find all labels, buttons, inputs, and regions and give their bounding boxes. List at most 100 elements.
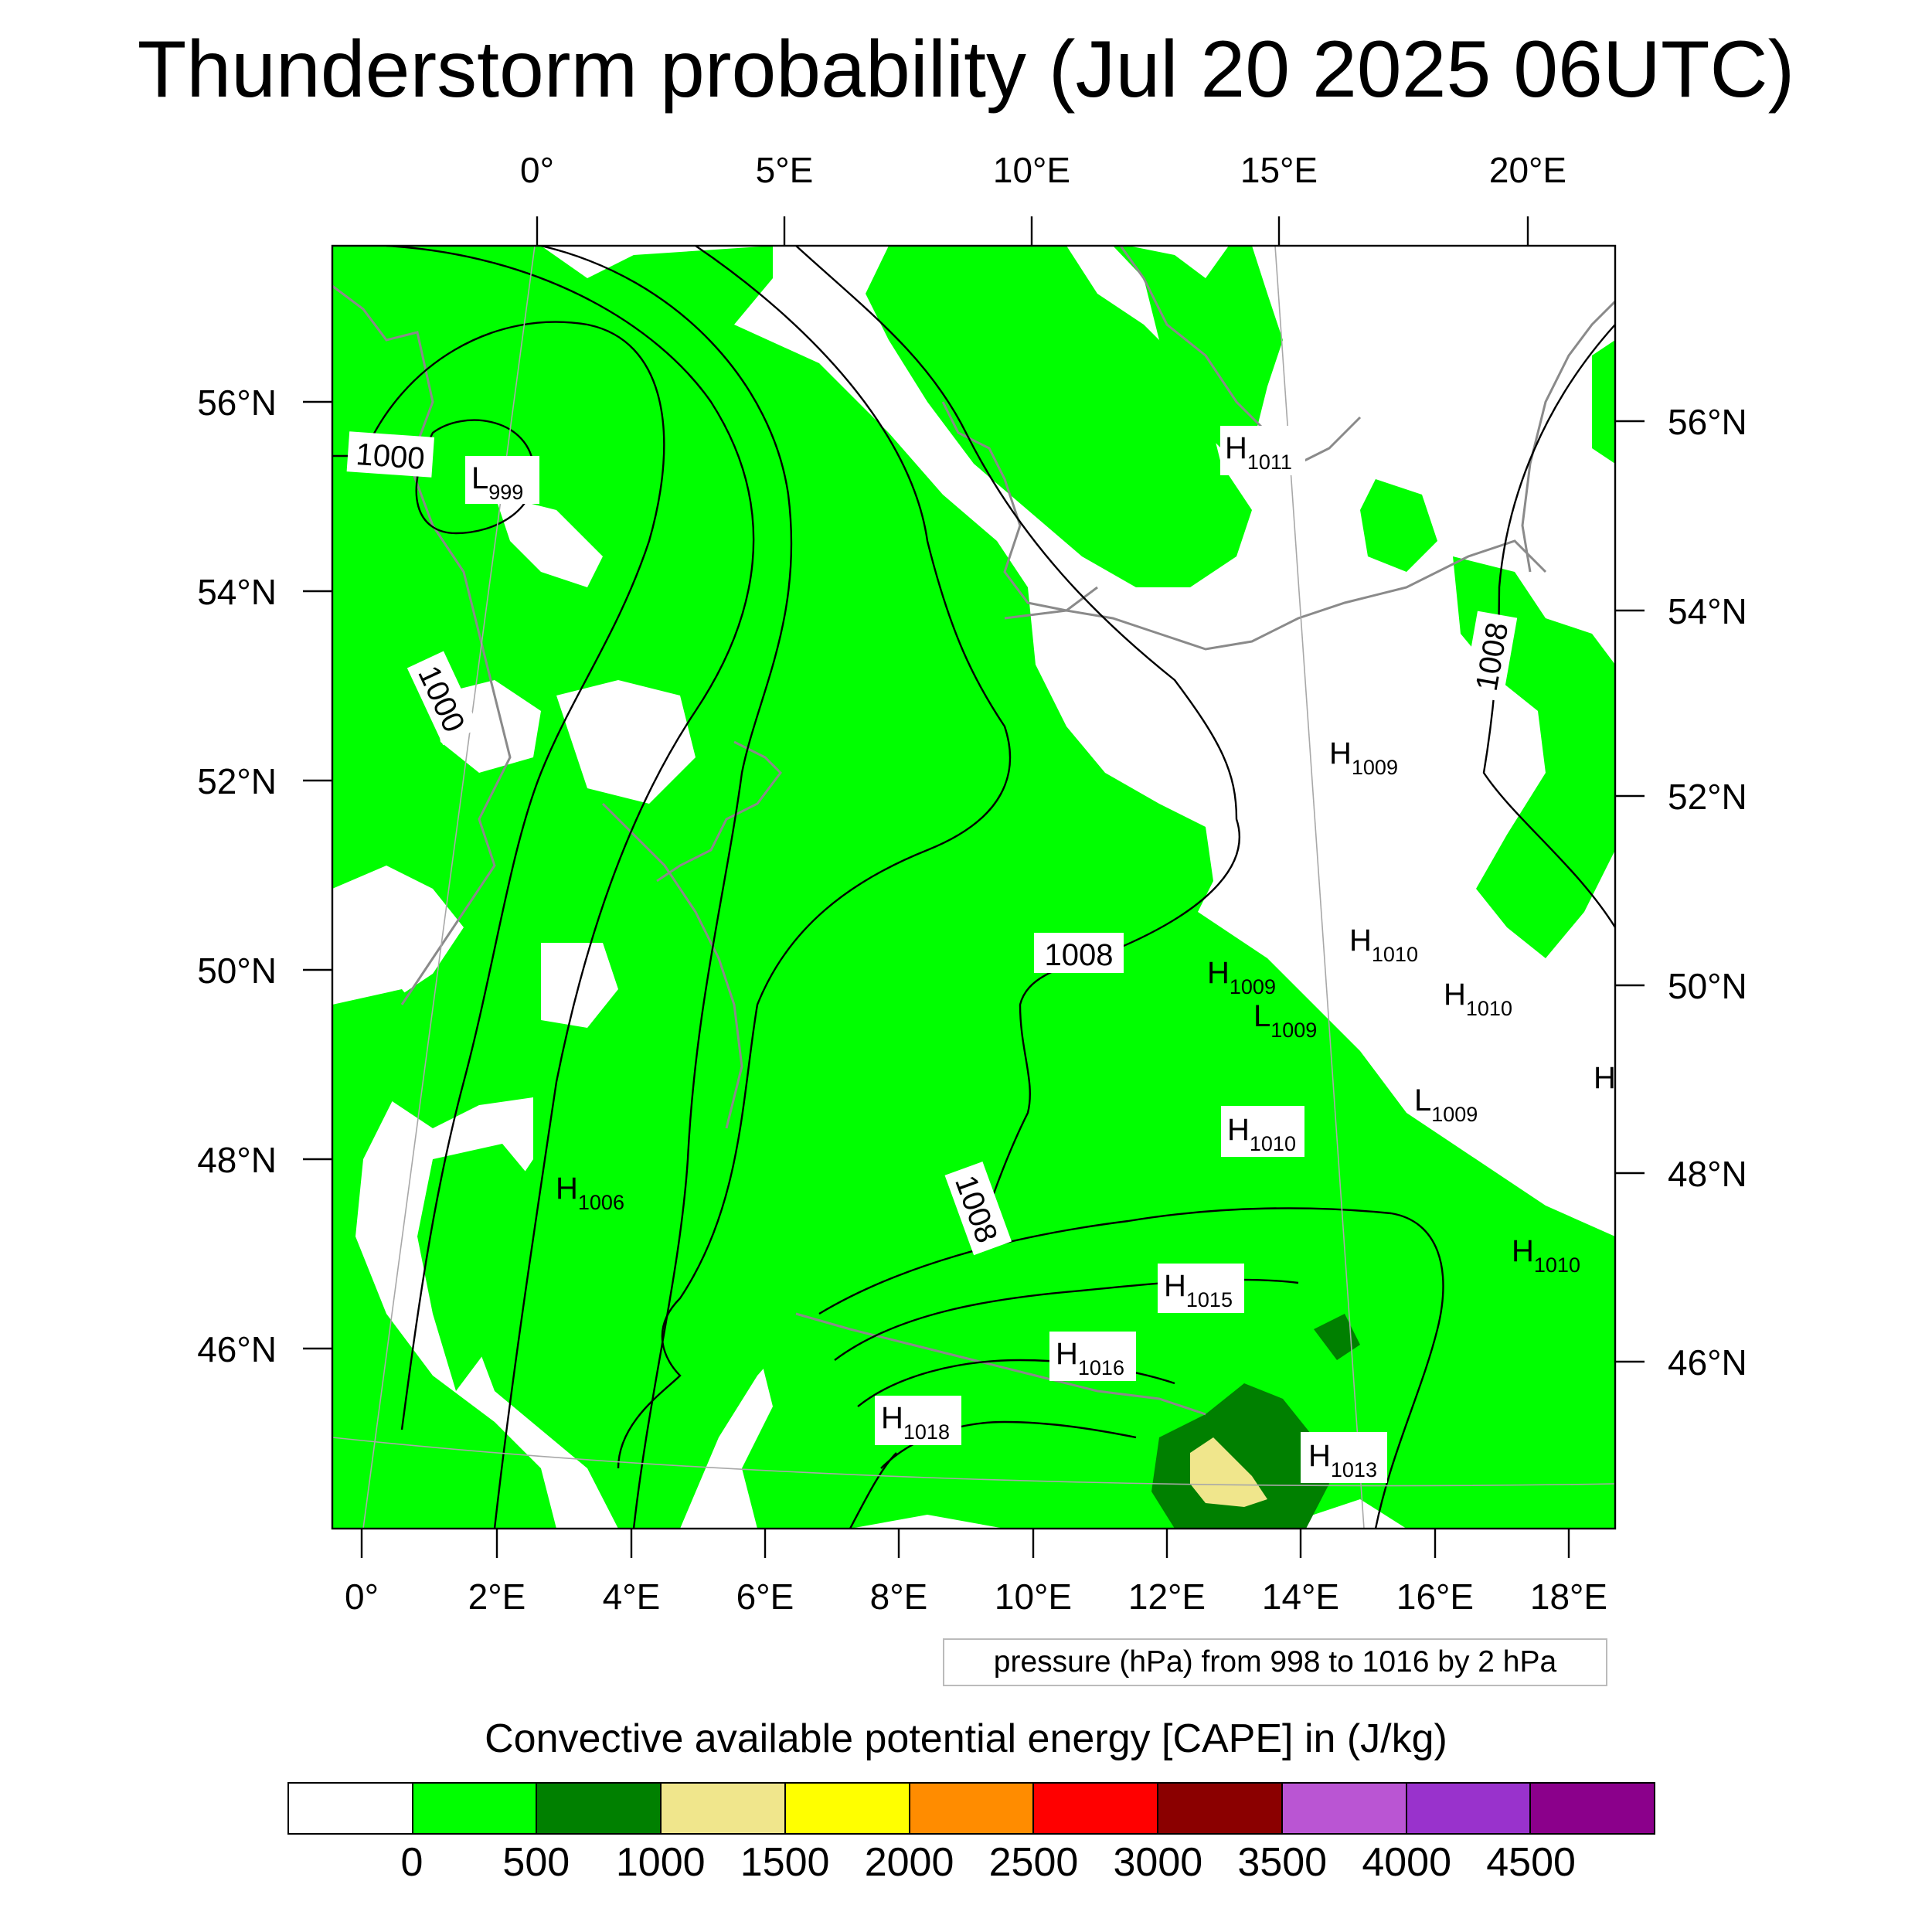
pressure-center: L1009 [1253,999,1317,1042]
pressure-center-type: H [1164,1269,1186,1303]
pressure-center-value: 1009 [1431,1103,1478,1126]
pressure-center: L1009 [1414,1083,1478,1126]
colorbar-swatch [1158,1784,1283,1833]
pressure-center-value: 999 [488,481,523,504]
left-lat-labels: 56°N 54°N 52°N 50°N 48°N 46°N [197,383,277,1369]
isobar-1002 [386,246,755,1529]
bottom-lon-label: 8°E [870,1577,928,1617]
svg-text:H: H [1594,1061,1616,1095]
left-lat-label: 46°N [197,1329,277,1369]
pressure-center-type: H [1349,923,1372,957]
pressure-center-type: L [471,461,488,495]
cape-region-central-germany [974,819,1221,958]
isobar-label: 1000 [355,437,426,476]
pressure-center-type: H [1227,1113,1250,1147]
svg-text:H1010: H1010 [1512,1234,1580,1277]
pressure-center: H1009 [1329,736,1398,779]
pressure-center: L999 [465,456,539,504]
isobar-label: 1008 [1045,938,1114,972]
colorbar-labels: 0 500 1000 1500 2000 2500 3000 3500 4000… [0,1838,1932,1892]
colorbar-title: Convective available potential energy [C… [485,1716,1447,1761]
colorbar-swatch [1034,1784,1159,1833]
top-lon-label: 15°E [1240,150,1318,190]
left-lat-label: 52°N [197,761,277,801]
pressure-center-type: H [1512,1234,1534,1268]
pressure-center-type: L [1253,999,1270,1033]
pressure-center-type: H [1207,956,1230,990]
svg-text:H1010: H1010 [1444,978,1512,1020]
map-panel [331,244,1617,1530]
right-lat-label: 48°N [1668,1154,1747,1194]
colorbar-swatch [910,1784,1035,1833]
pressure-center: H1010 [1512,1234,1580,1277]
pressure-center-value: 1015 [1186,1288,1233,1311]
border-alps [795,1312,1206,1416]
svg-text:H1009: H1009 [1207,956,1276,998]
right-lat-label: 46°N [1668,1342,1747,1383]
colorbar-label: 3500 [1237,1840,1328,1885]
pressure-center-value: 1011 [1247,451,1292,474]
pressure-center-type: L [1414,1083,1431,1117]
top-lon-label: 0° [520,150,554,190]
pressure-center: H1018 [875,1396,961,1445]
border-germany-france [601,802,743,1129]
colorbar-swatch [537,1784,662,1833]
bottom-lon-label: 14°E [1262,1577,1339,1617]
pressure-center-type: H [1329,736,1352,770]
pressure-center-value: 1013 [1331,1458,1377,1481]
colorbar-label: 1000 [615,1840,706,1885]
bottom-lon-label: 12°E [1128,1577,1206,1617]
pressure-center-value: 1006 [578,1191,624,1214]
svg-text:H1006: H1006 [556,1172,624,1214]
pressure-center: H1010 [1221,1106,1304,1157]
colorbar-swatch [289,1784,413,1833]
isobar-1008 [795,246,1240,1253]
cape-region-slovenia-dark [1314,1314,1360,1360]
bottom-lon-label: 16°E [1396,1577,1474,1617]
colorbar-swatch [662,1784,786,1833]
svg-text:H1010: H1010 [1349,923,1418,966]
pressure-center: H [1594,1061,1616,1095]
svg-text:H1010: H1010 [1227,1113,1296,1155]
isobar-ring-low [415,419,536,535]
cape-region-southwest-coast [417,1144,541,1391]
pressure-center-value: 1009 [1270,1019,1317,1042]
left-lat-label: 48°N [197,1140,277,1180]
top-lon-label: 5°E [756,150,814,190]
colorbar-label: 1500 [740,1840,830,1885]
pressure-center-value: 1010 [1372,943,1418,966]
bottom-lon-label: 0° [345,1577,379,1617]
pressure-center-value: 1018 [903,1420,950,1444]
coastline-baltic-south [1004,539,1547,651]
pressure-center: H1009 [1207,956,1276,998]
isobar-1000 [332,321,665,1430]
pressure-center: H1010 [1349,923,1418,966]
svg-text:L1009: L1009 [1253,999,1317,1042]
coastlines [332,246,1615,1416]
pressure-center: H1013 [1301,1432,1387,1483]
colorbar-label: 2000 [864,1840,954,1885]
cape-region-hungary [1437,1236,1615,1453]
cape-region-southwest [332,989,556,1529]
cape-region-adriatic-dark [1151,1383,1329,1529]
svg-text:H1015: H1015 [1164,1269,1233,1311]
cape-region-lithuania [1360,479,1437,572]
bottom-lon-label: 10°E [995,1577,1072,1617]
bottom-lon-label: 6°E [736,1577,794,1617]
colorbar-swatch [785,1784,910,1833]
bottom-lon-label: 2°E [468,1577,526,1617]
pressure-center-value: 1009 [1230,975,1276,998]
coastline-britain-east [332,284,512,1005]
isobar-1004 [540,246,793,1529]
pressure-center-type: H [1308,1439,1331,1473]
colorbar-label: 4000 [1362,1840,1452,1885]
colorbar-swatch [413,1784,538,1833]
cape-gap-north [495,495,603,587]
top-lon-label: 10°E [993,150,1070,190]
right-lat-label: 52°N [1668,777,1747,817]
right-lat-labels: 56°N 54°N 52°N 50°N 48°N 46°N [1668,402,1747,1383]
cape-region-north-sea-east [866,246,1252,587]
bottom-lon-label: 4°E [603,1577,661,1617]
left-lat-label: 56°N [197,383,277,423]
